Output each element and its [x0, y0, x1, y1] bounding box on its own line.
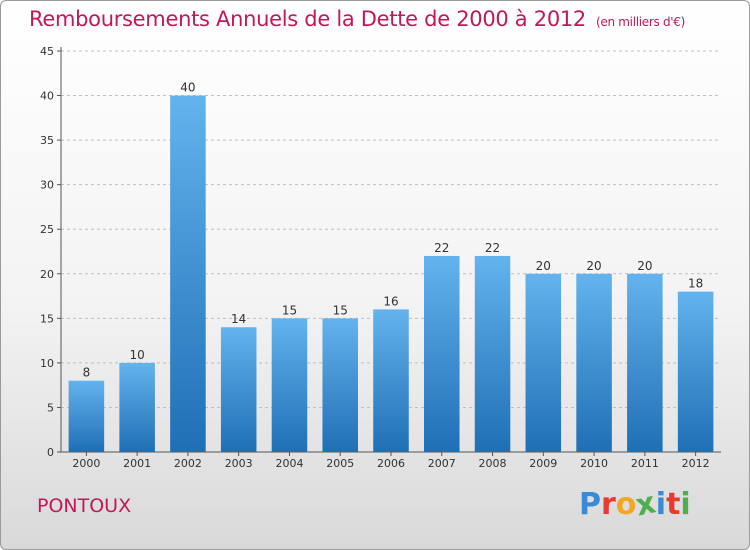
y-tick-label: 25 — [40, 223, 54, 236]
x-tick-label: 2007 — [428, 457, 456, 470]
data-label: 20 — [536, 259, 551, 273]
x-tick-label: 2008 — [479, 457, 507, 470]
y-tick-label: 5 — [47, 401, 54, 414]
y-tick-label: 40 — [40, 90, 54, 103]
chart-subtitle: (en milliers d'€) — [596, 15, 686, 29]
brand-letter: P — [579, 487, 601, 522]
bar — [322, 318, 358, 452]
data-label: 15 — [333, 303, 348, 317]
y-tick-label: 45 — [40, 45, 54, 58]
bar — [373, 309, 409, 452]
data-label: 22 — [434, 241, 449, 255]
x-tick-label: 2005 — [326, 457, 354, 470]
labels: 0 5 10 15 20 25 30 35 40 45 8 2000 10 2001 40 2002 14 200… — [40, 45, 710, 470]
data-label: 40 — [180, 81, 195, 95]
data-label: 22 — [485, 241, 500, 255]
brand-letter: i — [680, 487, 691, 522]
x-tick-label: 2009 — [529, 457, 557, 470]
y-tick-label: 20 — [40, 268, 54, 281]
data-label: 10 — [130, 348, 145, 362]
commune-name: PONTOUX — [37, 495, 132, 517]
x-tick-label: 2011 — [631, 457, 659, 470]
x-tick-label: 2004 — [275, 457, 303, 470]
y-tick-label: 15 — [40, 312, 54, 325]
bar — [576, 273, 612, 452]
bar — [68, 380, 105, 452]
y-tick-label: 30 — [40, 179, 54, 192]
x-tick-label: 2003 — [225, 457, 253, 470]
data-label: 18 — [688, 277, 703, 291]
brand-logo: Proxiti — [579, 485, 691, 523]
bar — [271, 318, 308, 452]
data-label: 20 — [586, 259, 601, 273]
x-tick-label: 2001 — [123, 457, 151, 470]
x-tick-label: 2012 — [682, 457, 710, 470]
brand-letter: i — [655, 487, 667, 522]
bar — [627, 273, 663, 452]
data-label: 20 — [637, 259, 652, 273]
bars — [68, 95, 714, 453]
y-tick-label: 0 — [47, 446, 54, 459]
bar — [119, 362, 155, 452]
y-tick-label: 35 — [40, 134, 54, 147]
bar — [424, 255, 460, 452]
chart-title-text: Remboursements Annuels de la Dette de 20… — [29, 7, 586, 31]
data-label: 16 — [383, 294, 398, 308]
brand-letter: r — [601, 487, 616, 522]
x-tick-label: 2006 — [377, 457, 405, 470]
x-tick-label: 2002 — [174, 457, 202, 470]
bar — [677, 291, 714, 452]
chart-title: Remboursements Annuels de la Dette de 20… — [29, 7, 685, 31]
data-label: 15 — [282, 303, 297, 317]
brand-letter: o — [615, 487, 637, 522]
bar — [525, 273, 562, 452]
x-tick-label: 2000 — [72, 457, 100, 470]
bar — [220, 327, 257, 452]
y-tick-label: 10 — [40, 357, 54, 370]
brand-letter: t — [666, 487, 681, 522]
bar — [474, 255, 511, 452]
data-label: 14 — [231, 312, 246, 326]
x-tick-label: 2010 — [580, 457, 608, 470]
data-label: 8 — [83, 366, 91, 380]
bar — [170, 95, 206, 453]
